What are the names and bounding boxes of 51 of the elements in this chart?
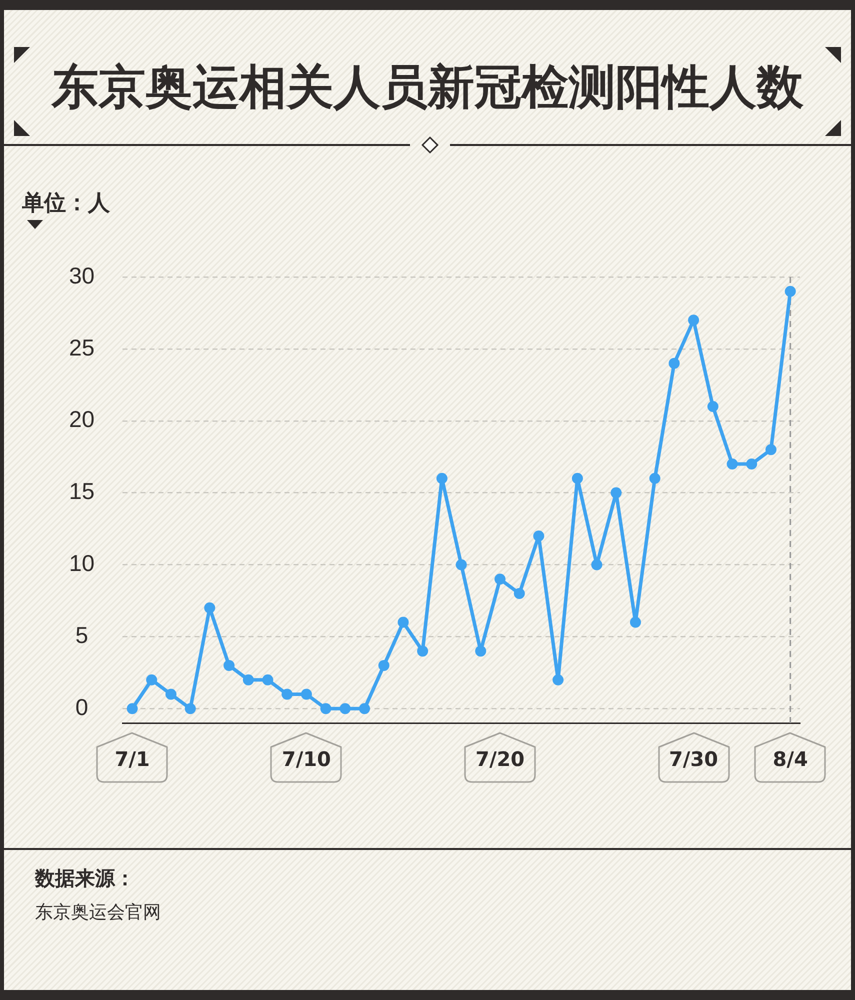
point [591, 559, 602, 570]
point [300, 688, 312, 700]
point [184, 703, 196, 714]
point [610, 487, 622, 498]
x-tick-label: 7/10 [282, 747, 331, 772]
x-tick-label: 7/1 [114, 747, 150, 772]
y-tick-label: 25 [68, 334, 95, 360]
point [784, 286, 796, 297]
y-tick-label: 0 [75, 694, 88, 720]
point [282, 688, 293, 700]
x-tick-label: 7/30 [669, 747, 718, 772]
point [572, 472, 583, 484]
point [649, 472, 660, 484]
y-tick-label: 30 [68, 262, 95, 288]
y-axis-title: 单位：人 [22, 190, 110, 218]
point [320, 703, 332, 714]
y-tick-label: 10 [68, 550, 95, 576]
point [242, 674, 254, 686]
y-tick-label: 5 [75, 622, 88, 648]
chart-title: 东京奥运相关人员新冠检测阳性人数 [50, 59, 804, 117]
point [204, 602, 216, 614]
point [630, 616, 641, 628]
point [126, 703, 138, 714]
point [514, 588, 525, 600]
point [494, 574, 506, 585]
y-tick-label: 20 [68, 406, 95, 432]
point [398, 616, 409, 628]
point [340, 703, 351, 714]
point [224, 660, 235, 671]
point [475, 646, 486, 657]
source-note: 数据来源： [35, 865, 135, 892]
point [359, 703, 370, 714]
point [707, 400, 718, 412]
y-tick-label: 15 [68, 478, 95, 504]
point [436, 472, 448, 484]
point [165, 688, 176, 700]
x-tick-label: 8/4 [772, 747, 808, 772]
point [146, 674, 158, 686]
text: 东京奥运会官网 [35, 901, 161, 924]
point [417, 646, 428, 657]
point [378, 660, 390, 671]
point [552, 674, 564, 686]
point [668, 358, 680, 369]
point [688, 314, 700, 326]
point [456, 559, 467, 570]
point [746, 458, 758, 470]
point [726, 458, 738, 470]
point [262, 674, 274, 686]
point [533, 530, 544, 542]
x-tick-label: 7/20 [475, 747, 525, 772]
point [765, 444, 776, 456]
